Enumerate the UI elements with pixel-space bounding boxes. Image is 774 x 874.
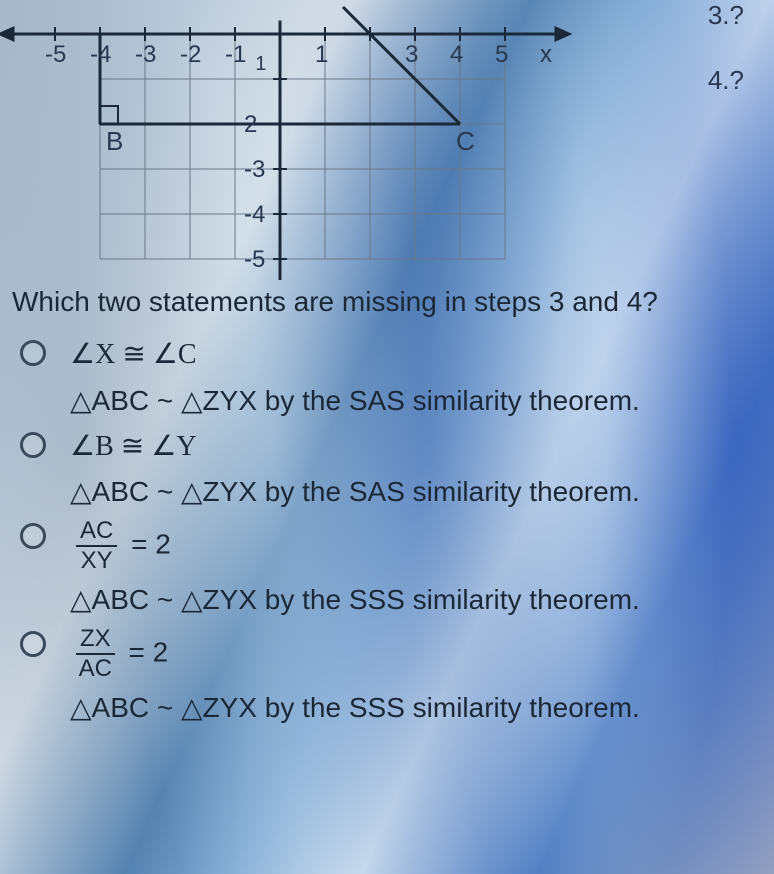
coordinate-graph: -5 -4 -3 -2 -1 1 3 4 5 x 1 2 -3 -4 -5 B C 3.? 4.? [0, 0, 774, 280]
option-b[interactable]: ∠B ≅ ∠Y [20, 428, 754, 466]
option-a-line2: △ABC ~ △ZYX by the SAS similarity theore… [70, 382, 640, 420]
svg-text:5: 5 [495, 41, 508, 68]
option-c[interactable]: ACXY = 2 [20, 519, 754, 573]
option-c-line1: ACXY = 2 [70, 519, 171, 573]
svg-text:1: 1 [255, 53, 266, 75]
option-b-line1: ∠B ≅ ∠Y [70, 428, 197, 466]
svg-text:B: B [106, 126, 123, 156]
svg-text:-3: -3 [244, 156, 265, 183]
radio-d[interactable] [20, 631, 46, 657]
svg-text:3: 3 [405, 41, 418, 68]
graph-svg: -5 -4 -3 -2 -1 1 3 4 5 x 1 2 -3 -4 -5 B C [0, 0, 774, 280]
options-list: ∠X ≅ ∠C △ABC ~ △ZYX by the SAS similarit… [0, 336, 774, 727]
svg-text:4: 4 [450, 41, 463, 68]
svg-text:1: 1 [315, 41, 328, 68]
svg-text:-4: -4 [244, 201, 265, 228]
svg-text:-4: -4 [90, 41, 111, 68]
svg-text:x: x [540, 41, 552, 68]
svg-text:-2: -2 [180, 41, 201, 68]
svg-text:-5: -5 [244, 246, 265, 273]
radio-c[interactable] [20, 523, 46, 549]
svg-text:-1: -1 [225, 41, 246, 68]
svg-text:-3: -3 [135, 41, 156, 68]
radio-a[interactable] [20, 340, 46, 366]
option-d-line2: △ABC ~ △ZYX by the SSS similarity theore… [70, 689, 640, 727]
option-b-line2: △ABC ~ △ZYX by the SAS similarity theore… [70, 473, 640, 511]
option-c-line2: △ABC ~ △ZYX by the SSS similarity theore… [70, 581, 640, 619]
step-4-label: 4.? [708, 65, 744, 96]
option-a[interactable]: ∠X ≅ ∠C [20, 336, 754, 374]
option-d[interactable]: ZXAC = 2 [20, 627, 754, 681]
svg-text:C: C [456, 126, 475, 156]
step-3-label: 3.? [708, 0, 744, 31]
option-a-line1: ∠X ≅ ∠C [70, 336, 197, 374]
radio-b[interactable] [20, 432, 46, 458]
svg-text:2: 2 [244, 111, 257, 138]
option-d-line1: ZXAC = 2 [70, 627, 168, 681]
svg-text:-5: -5 [45, 41, 66, 68]
question-text: Which two statements are missing in step… [0, 280, 774, 336]
